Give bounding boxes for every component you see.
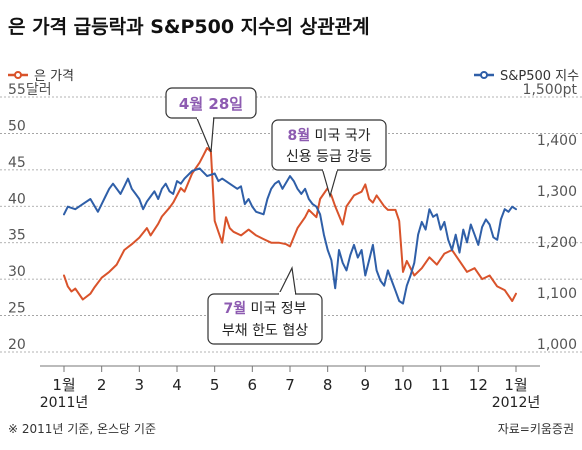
callout-jul-line1: 7월 미국 정부 [223,300,306,317]
right-tick-label: 1,300 [537,184,577,200]
x-tick-label: 8 [323,376,333,394]
left-tick-label: 50 [8,118,26,134]
year-label-start: 2011년 [40,395,89,411]
right-tick-label: 1,100 [537,286,577,302]
x-axis: 1월 2 3 4 5 6 7 8 9 10 11 12 1월 [52,366,528,394]
right-tick-label: 1,000 [537,337,577,353]
legend-label-sp500: S&P500 지수 [500,69,579,84]
callout-peak-pointer [195,115,215,153]
callout-jul-box [207,293,323,345]
left-tick-label: 55달러 [8,82,52,98]
callout-peak-text: 4월 28일 [179,95,243,113]
left-tick-label: 30 [8,264,26,280]
x-tick-label: 2 [97,376,107,394]
chart-title: 은 가격 급등락과 S&P500 지수의 상관관계 [8,16,370,38]
x-tick-label: 1월 [52,376,75,394]
callout-jul-line1-rest: 미국 정부 [246,301,307,317]
legend-marker-sp500 [480,71,488,79]
callout-peak-joint [197,116,213,119]
legend-item-sp500: S&P500 지수 [474,69,579,84]
callout-peak: 4월 28일 [165,87,257,153]
left-tick-label: 35 [8,228,26,244]
left-tick-label: 40 [8,191,26,207]
left-tick-label: 25 [8,301,26,317]
callout-aug-month: 8월 [287,127,310,144]
callout-aug-line2: 신용 등급 강등 [286,149,372,165]
gridlines [0,96,582,367]
callout-jul-line2: 부채 한도 협상 [222,323,308,339]
right-tick-label: 1,200 [537,235,577,251]
footnote: ※ 2011년 기준, 온스당 기준 [8,422,156,436]
right-tick-label: 1,500pt [523,82,578,98]
x-tick-label: 10 [393,376,412,394]
x-tick-label: 12 [469,376,488,394]
left-tick-label: 20 [8,337,26,353]
left-tick-label: 45 [8,155,26,171]
x-tick-label: 7 [285,376,295,394]
source-credit: 자료=키움증권 [498,422,574,436]
left-axis: 20 25 30 35 40 45 50 55달러 [8,82,52,353]
legend: 은 가격 S&P500 지수 [8,69,579,84]
callout-aug-joint [323,167,337,171]
legend-label-silver: 은 가격 [34,69,74,84]
callout-jul: 7월 미국 정부 부채 한도 협상 [207,266,323,345]
callout-aug: 8월 미국 국가 신용 등급 강등 [271,119,387,199]
callout-jul-pointer [277,266,297,297]
callout-aug-line1: 8월 미국 국가 [287,127,370,144]
right-axis: 1,000 1,100 1,200 1,300 1,400 1,500pt [523,82,578,353]
callout-jul-joint [279,292,295,296]
callout-aug-line1-rest: 미국 국가 [310,128,371,144]
x-tick-label: 1월 [504,376,527,394]
x-tick-label: 3 [135,376,145,394]
legend-marker-silver [14,71,22,79]
x-tick-label: 11 [431,376,450,394]
legend-item-silver: 은 가격 [8,69,74,84]
series-line-silver [63,147,517,302]
year-label-end: 2012년 [492,395,541,411]
x-tick-label: 9 [361,376,371,394]
series-line-sp500 [63,167,517,305]
x-tick-label: 6 [248,376,258,394]
x-tick-label: 5 [210,376,220,394]
right-tick-label: 1,400 [537,133,577,149]
series-layer [63,147,517,305]
callout-jul-month: 7월 [223,300,246,317]
x-tick-label: 4 [172,376,182,394]
